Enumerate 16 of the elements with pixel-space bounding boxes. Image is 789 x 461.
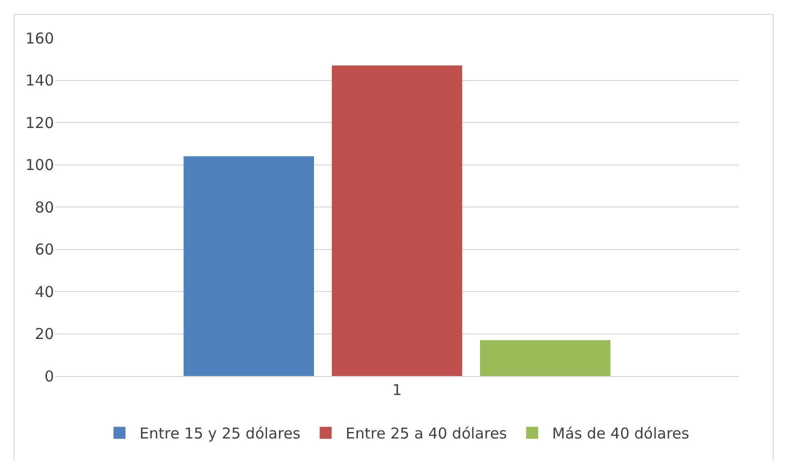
y-tick-label: 60: [34, 240, 54, 258]
bar: [184, 156, 314, 376]
y-tick-label: 20: [34, 325, 54, 343]
legend-label: Entre 15 y 25 dólares: [140, 424, 301, 443]
y-tick-label: 40: [34, 282, 54, 301]
bar: [480, 340, 610, 376]
legend-label: Entre 25 a 40 dólares: [346, 424, 508, 443]
y-tick-label: 140: [25, 72, 54, 90]
y-tick-label: 100: [25, 156, 54, 174]
x-tick-label: 1: [392, 381, 402, 399]
y-tick-label: 80: [34, 198, 54, 216]
y-tick-label: 120: [25, 114, 54, 132]
legend-label: Más de 40 dólares: [552, 424, 690, 443]
y-tick-label: 0: [44, 367, 54, 386]
bar: [332, 65, 462, 376]
y-tick-label: 160: [25, 29, 54, 48]
